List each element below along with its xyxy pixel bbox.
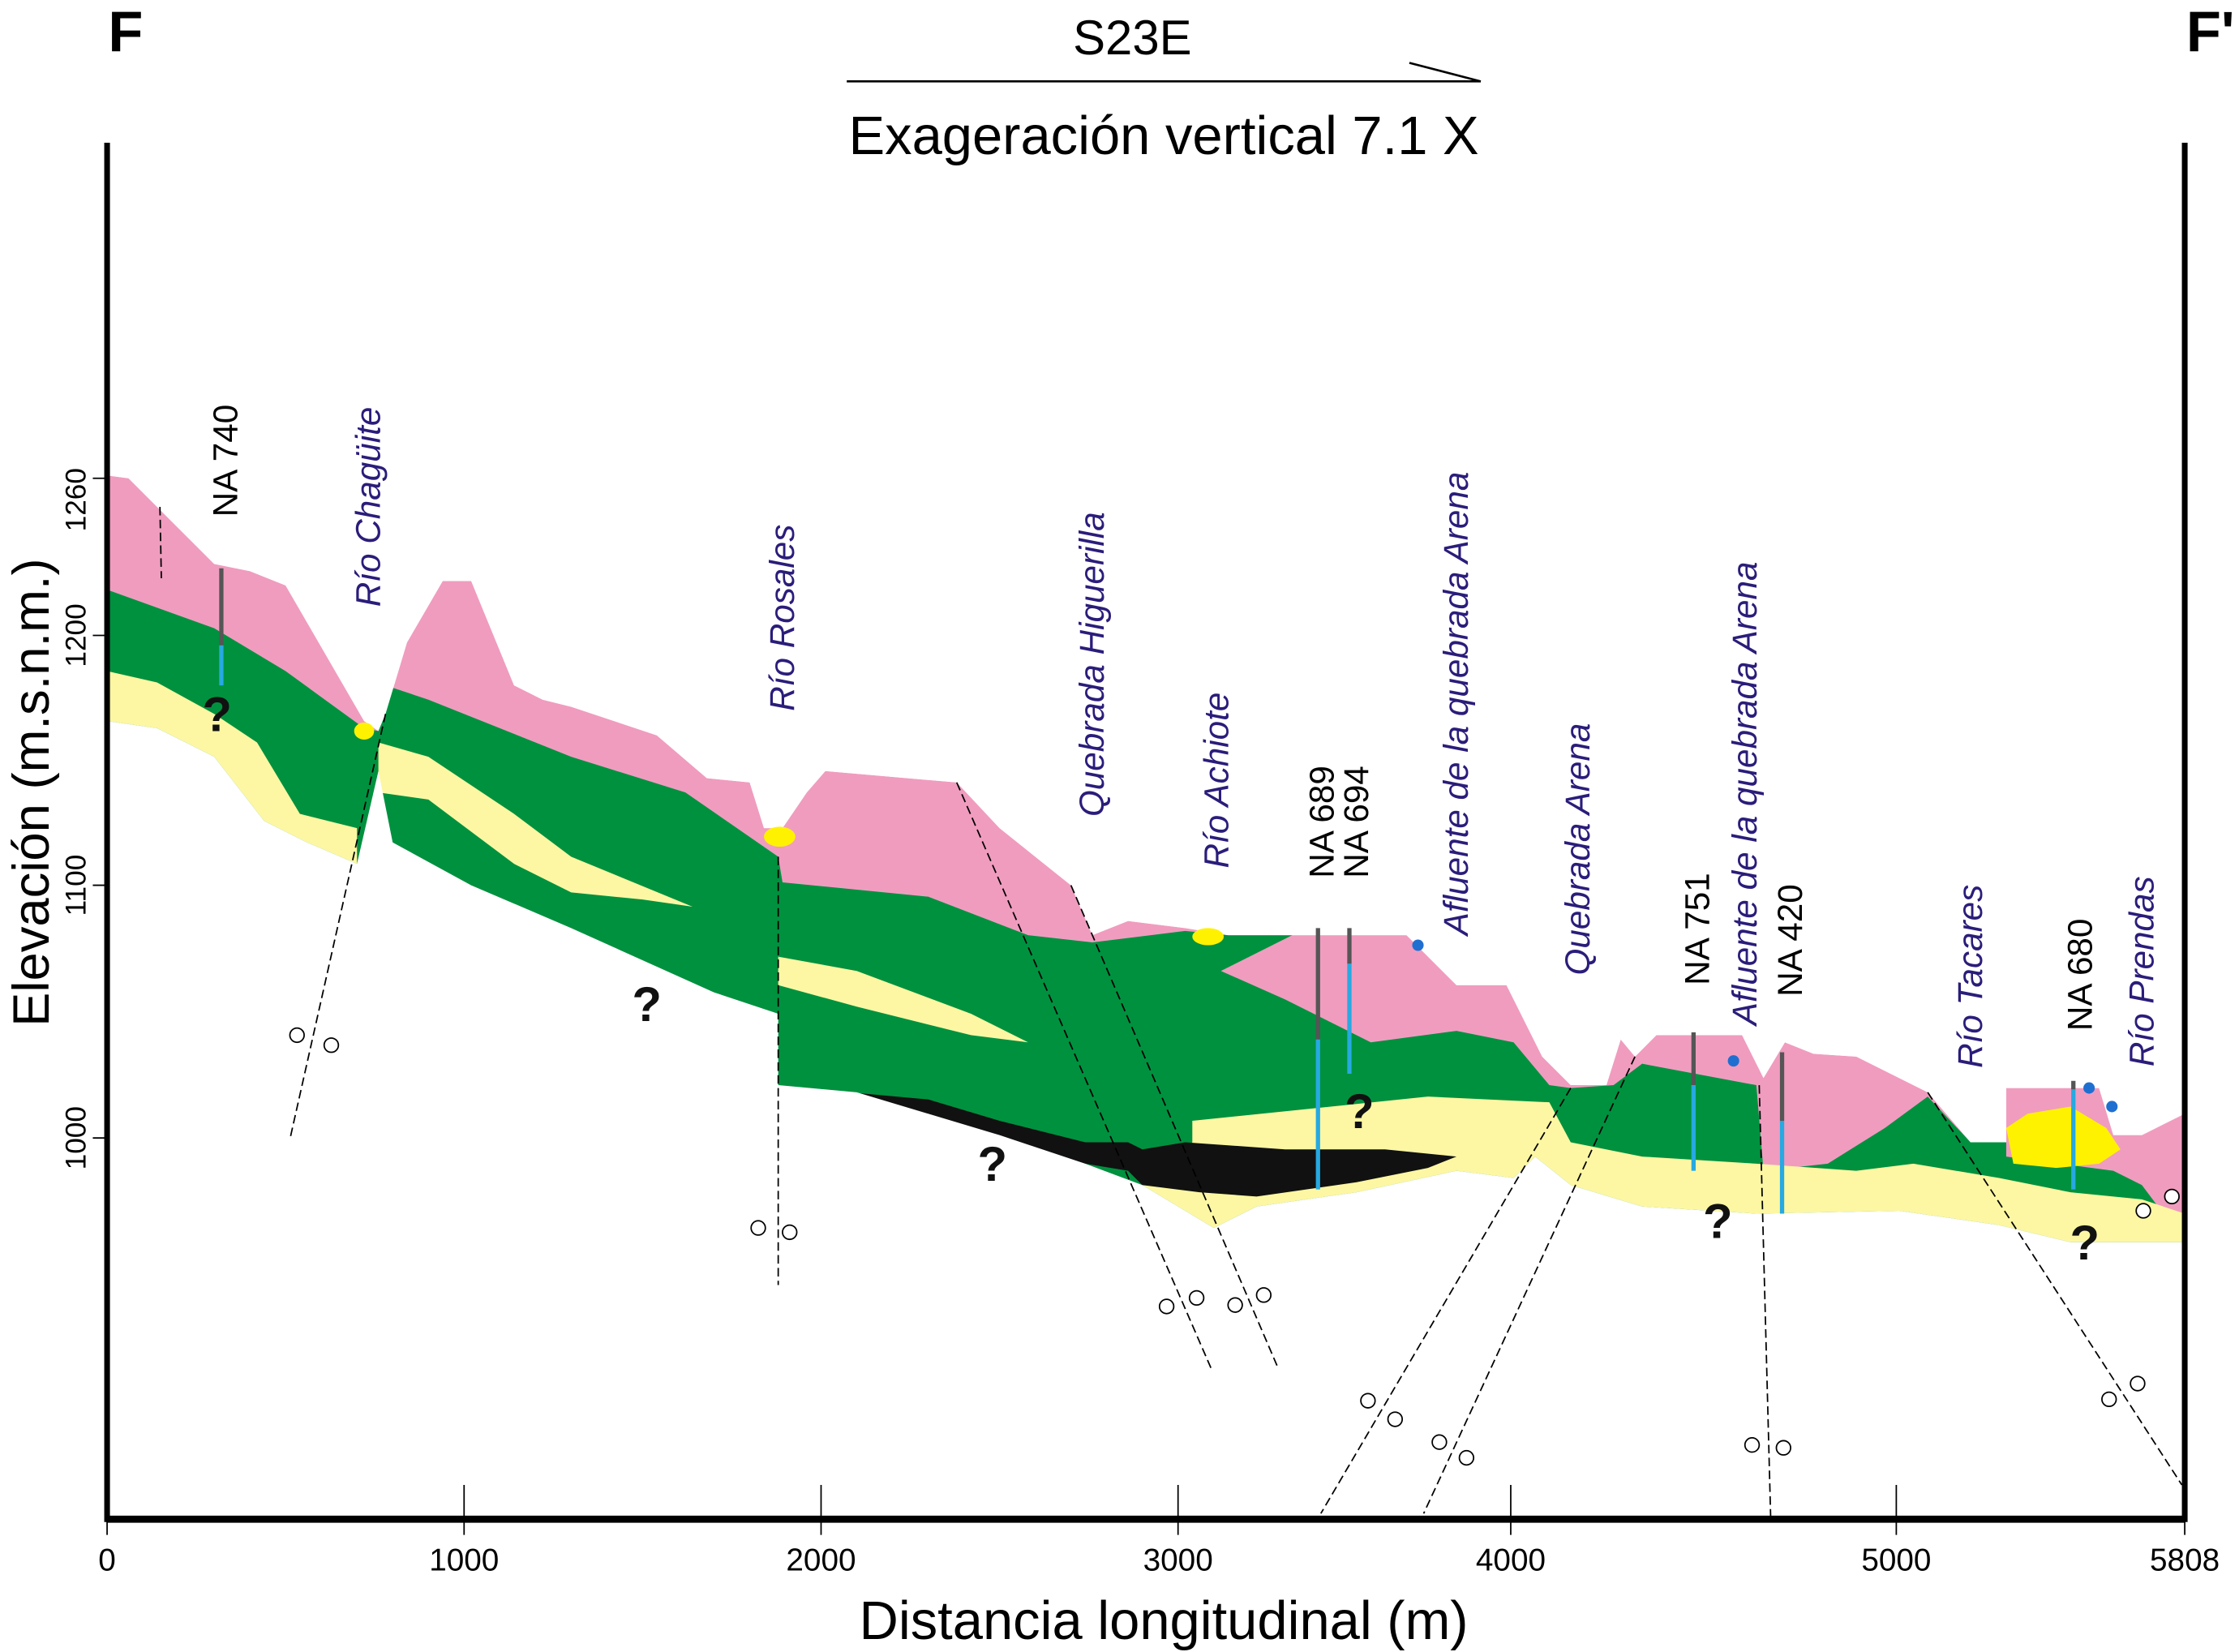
y-tick-labels: 1260 1200 1100 1000 [61,468,92,1169]
river-label: Río Achiote [1197,693,1235,869]
x-tick-label: 2000 [786,1543,856,1578]
x-tick-labels: 0 1000 2000 3000 4000 5000 5808 [98,1543,2220,1578]
x-tick-label: 5808 [2150,1543,2220,1578]
direction-label: S23E [1073,11,1191,65]
y-tick-label: 1100 [61,855,92,916]
black-layer [849,1092,1457,1197]
river-label: Afluente de la quebrada Arena [1437,472,1475,938]
x-tick-label: 3000 [1143,1543,1213,1578]
uncertainty-marks: ? ? ? ? ? ? [202,687,2100,1269]
alluvial-deposits [354,722,2121,1169]
above-topography-mask [107,143,2185,1143]
section-end-label: F' [2186,0,2235,63]
pale-yellow-band-right [1142,1096,2185,1242]
well-label: NA 689 [1303,766,1341,878]
y-axis-title: Elevación (m.s.n.m.) [3,558,60,1027]
wells [219,568,2076,1214]
y-tick-label: 1200 [61,603,92,667]
pale-yellow-wedge-1 [378,742,693,907]
river-label: Río Chagüite [349,407,387,607]
question-mark: ? [977,1137,1007,1191]
y-tick-label: 1000 [61,1106,92,1169]
river-label: Quebrada Arena [1559,723,1597,976]
question-mark: ? [2070,1216,2100,1270]
axes-frame [92,143,2188,1535]
x-tick-label: 5000 [1861,1543,1931,1578]
pale-yellow-wedge-2 [778,956,1028,1043]
well-label: NA 740 [206,405,244,517]
springs [1412,939,2118,1113]
river-label: Río Prendas [2122,876,2160,1066]
river-label: Quebrada Higuerilla [1073,512,1111,817]
well-label: NA 420 [1771,884,1809,997]
pale-yellow-band-left [107,671,358,865]
question-mark: ? [1345,1084,1375,1139]
direction-arrow-icon [847,62,1482,83]
faults [159,506,2183,1517]
question-mark: ? [632,977,662,1032]
river-label: Río Rosales [763,525,801,711]
river-label: Afluente de la quebrada Arena [1726,562,1764,1028]
fault-movement-symbols [289,1027,2180,1466]
y-tick-label: 1260 [61,468,92,531]
x-tick-label: 4000 [1476,1543,1546,1578]
x-tick-label: 0 [98,1543,116,1578]
well-label: NA 751 [1679,873,1717,985]
below-section-mask [107,721,2185,1520]
question-mark: ? [1703,1194,1733,1248]
vertical-exaggeration: Exageración vertical 7.1 X [849,105,1479,166]
question-mark: ? [202,687,232,741]
x-axis-title: Distancia longitudinal (m) [860,1590,1469,1651]
section-start-label: F [108,0,143,63]
river-label: Río Tacares [1951,885,1989,1068]
well-label: NA 680 [2061,919,2100,1032]
x-tick-label: 1000 [429,1543,499,1578]
well-label: NA 694 [1337,766,1375,878]
